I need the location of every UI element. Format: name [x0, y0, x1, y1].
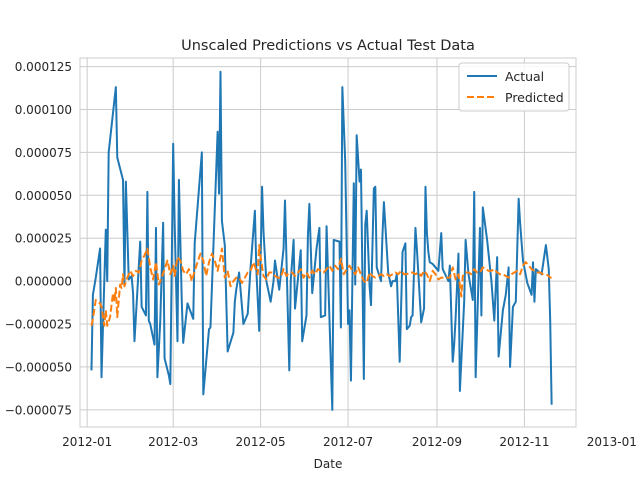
legend: Actual Predicted [458, 62, 570, 112]
series-line-actual [90, 70, 553, 411]
y-gridlines [80, 66, 576, 411]
x-tick-label: 2012-01 [62, 435, 112, 449]
y-tick-label: 0.000000 [15, 275, 72, 289]
x-tick-label: 2012-09 [412, 435, 462, 449]
y-tick-label: −0.000075 [5, 403, 72, 417]
y-tick-labels: −0.000075 −0.000050 −0.000025 0.000000 0.000… [5, 60, 72, 417]
x-tick-label: 2013-01 [587, 435, 637, 449]
legend-label-actual: Actual [505, 69, 544, 84]
y-tick-label: 0.000050 [15, 189, 72, 203]
x-tick-label: 2012-07 [323, 435, 373, 449]
y-tick-label: 0.000025 [15, 232, 72, 246]
series-line-predicted [90, 244, 552, 327]
chart-title: Unscaled Predictions vs Actual Test Data [181, 38, 475, 54]
x-tick-label: 2012-11 [499, 435, 549, 449]
x-tick-label: 2012-05 [236, 435, 286, 449]
x-axis-label: Date [314, 457, 343, 471]
x-tick-label: 2012-03 [148, 435, 198, 449]
y-tick-label: 0.000075 [15, 146, 72, 160]
y-tick-label: 0.000125 [15, 60, 72, 74]
series-layer [90, 70, 553, 411]
axes-frame [79, 57, 577, 428]
y-tick-label: 0.000100 [15, 103, 72, 117]
legend-label-predicted: Predicted [505, 90, 564, 105]
y-tick-label: −0.000050 [5, 360, 72, 374]
plot-area [79, 57, 577, 428]
x-tick-labels: 2012-01 2012-03 2012-05 2012-07 2012-09 2012-… [62, 435, 637, 449]
y-tick-label: −0.000025 [5, 318, 72, 332]
